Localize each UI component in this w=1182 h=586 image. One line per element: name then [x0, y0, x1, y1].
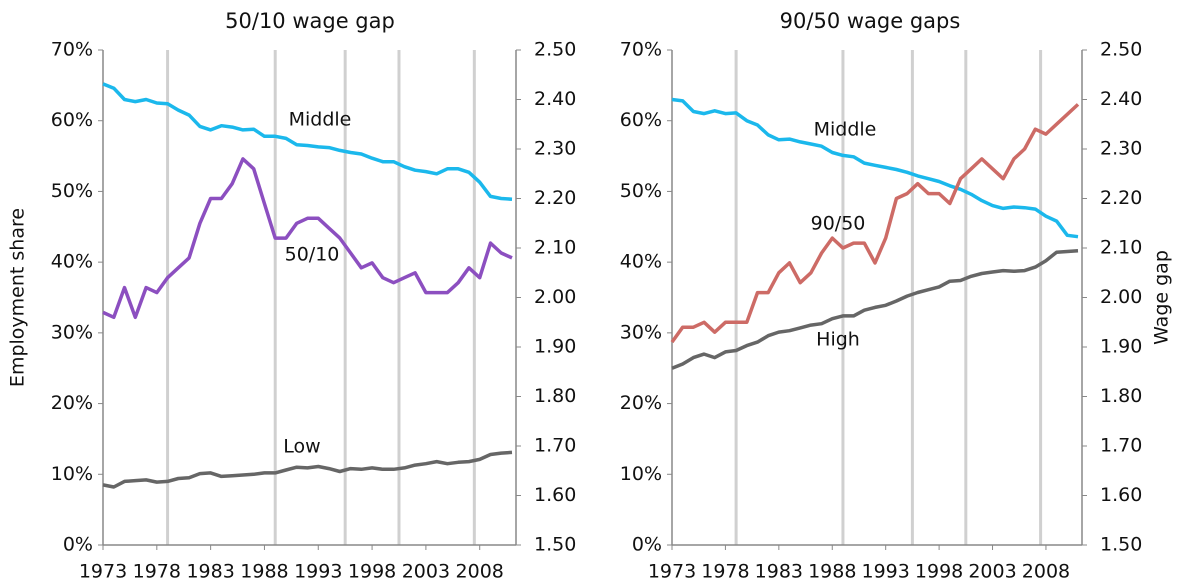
x-tick-label: 1973	[648, 561, 696, 583]
x-tick-label: 2008	[1022, 561, 1070, 583]
y2-tick-label: 2.50	[1100, 39, 1142, 61]
y2-tick-label: 2.50	[534, 39, 576, 61]
x-tick-label: 1983	[186, 561, 234, 583]
y2-tick-label: 1.80	[1100, 385, 1142, 407]
y-axis-label: Employment share	[7, 208, 29, 387]
series-label: Middle	[814, 119, 877, 141]
y2-tick-label: 2.40	[1100, 88, 1142, 110]
y-tick-label: 0%	[63, 534, 93, 556]
series-label: Middle	[289, 109, 352, 131]
y-tick-label: 50%	[51, 180, 93, 202]
y2-tick-label: 2.10	[1100, 237, 1142, 259]
y2-tick-label: 1.90	[1100, 336, 1142, 358]
series-line	[671, 249, 1079, 370]
y2-tick-label: 2.00	[534, 286, 576, 308]
x-tick-label: 1978	[133, 561, 181, 583]
series-line	[671, 97, 1079, 239]
series-line	[102, 82, 513, 201]
series-label: 90/50	[811, 213, 866, 235]
y-tick-label: 30%	[620, 321, 662, 343]
y2-tick-label: 1.50	[1100, 534, 1142, 556]
y-tick-label: 40%	[51, 251, 93, 273]
y2-tick-label: 2.30	[1100, 138, 1142, 160]
series-label: Low	[283, 436, 320, 458]
series-line	[102, 450, 513, 489]
y-tick-label: 30%	[51, 321, 93, 343]
y-tick-label: 70%	[620, 39, 662, 61]
y2-tick-label: 2.30	[534, 138, 576, 160]
y2-tick-label: 1.60	[1100, 484, 1142, 506]
x-tick-label: 2003	[968, 561, 1016, 583]
y-tick-label: 60%	[51, 109, 93, 131]
y2-tick-label: 2.20	[534, 187, 576, 209]
y2-tick-label: 2.40	[534, 88, 576, 110]
y-tick-label: 10%	[51, 463, 93, 485]
x-tick-label: 1993	[862, 561, 910, 583]
y2-tick-label: 1.50	[534, 534, 576, 556]
y2-tick-label: 1.80	[534, 385, 576, 407]
x-tick-label: 1998	[915, 561, 963, 583]
series-line	[102, 157, 513, 320]
chart-title: 50/10 wage gap	[225, 9, 395, 33]
x-tick-label: 1998	[348, 561, 396, 583]
y2-tick-label: 2.00	[1100, 286, 1142, 308]
x-tick-label: 1988	[808, 561, 856, 583]
y-tick-label: 0%	[632, 534, 662, 556]
x-tick-label: 1988	[240, 561, 288, 583]
y-tick-label: 10%	[620, 463, 662, 485]
x-tick-label: 2008	[456, 561, 504, 583]
y2-tick-label: 1.60	[534, 484, 576, 506]
y-tick-label: 20%	[51, 392, 93, 414]
series-label: High	[816, 329, 860, 351]
x-tick-label: 2003	[402, 561, 450, 583]
y-tick-label: 70%	[51, 39, 93, 61]
y2-axis-label: Wage gap	[1151, 250, 1173, 345]
y-tick-label: 50%	[620, 180, 662, 202]
y2-tick-label: 1.90	[534, 336, 576, 358]
y-tick-label: 40%	[620, 251, 662, 273]
y2-tick-label: 1.70	[534, 435, 576, 457]
y2-tick-label: 2.20	[1100, 187, 1142, 209]
chart-title: 90/50 wage gaps	[780, 9, 961, 33]
series-label: 50/10	[285, 244, 340, 266]
x-tick-label: 1993	[294, 561, 342, 583]
x-tick-label: 1983	[755, 561, 803, 583]
y-tick-label: 60%	[620, 109, 662, 131]
y-tick-label: 20%	[620, 392, 662, 414]
x-tick-label: 1973	[79, 561, 127, 583]
y2-tick-label: 1.70	[1100, 435, 1142, 457]
y2-tick-label: 2.10	[534, 237, 576, 259]
series-line	[670, 103, 1080, 344]
x-tick-label: 1978	[701, 561, 749, 583]
